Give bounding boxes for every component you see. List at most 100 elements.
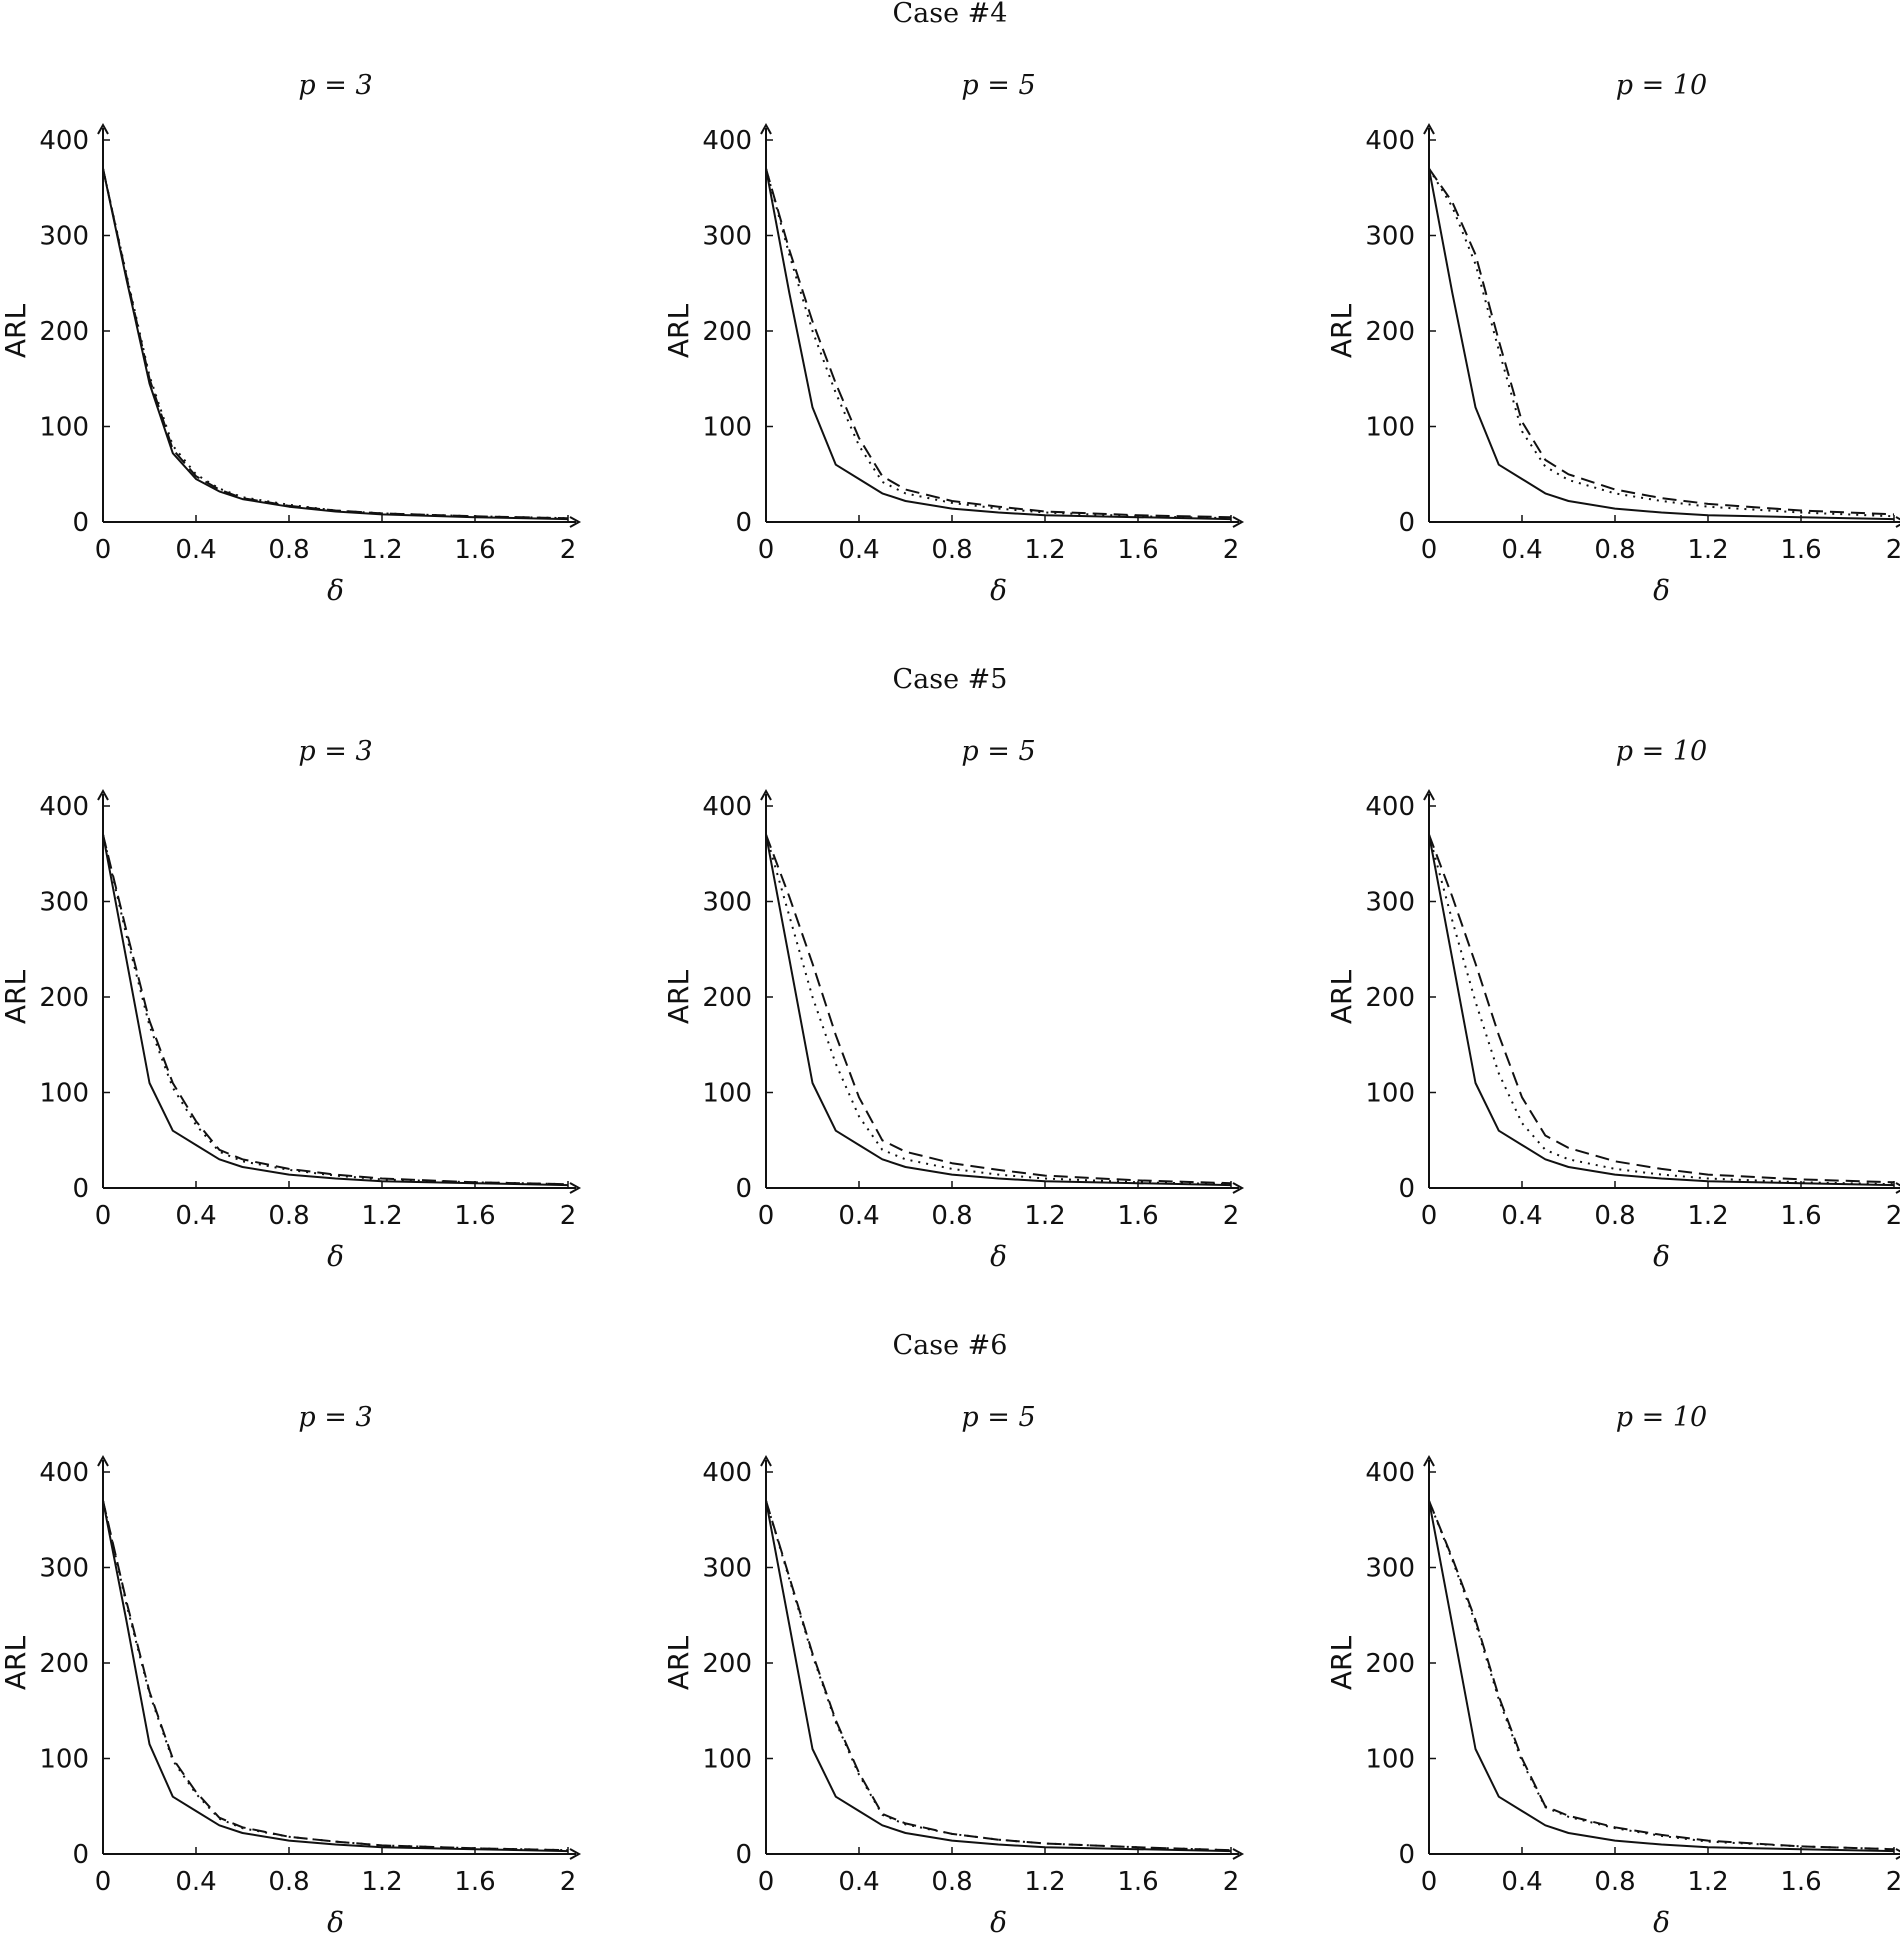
x-tick-label: 1.6 <box>1780 535 1821 565</box>
y-tick-label: 0 <box>1398 1840 1415 1870</box>
panel-title: p = 5 <box>961 1402 1035 1433</box>
y-tick-label: 300 <box>39 1554 89 1584</box>
chart-panel-case6-3: p = 10 0 0.4 0.8 1.2 1.6 2 0 100 200 300 400 δ ARL <box>1325 1402 1900 1933</box>
y-tick-label: 0 <box>735 1840 752 1870</box>
x-axis-arrow <box>1895 1182 1900 1194</box>
y-tick-label: 100 <box>702 1079 752 1109</box>
x-tick-label: 1.6 <box>1117 1867 1158 1897</box>
y-tick-label: 300 <box>1365 1554 1415 1584</box>
x-tick-label: 0.8 <box>931 1201 972 1231</box>
x-tick-label: 0.8 <box>931 535 972 565</box>
x-tick-label: 1.6 <box>1780 1867 1821 1897</box>
x-tick-label: 0 <box>95 1201 112 1231</box>
x-tick-label: 0.4 <box>838 1201 879 1231</box>
x-tick-label: 0.4 <box>175 1867 216 1897</box>
x-tick-label: 2 <box>1886 1867 1900 1897</box>
y-tick-label: 0 <box>72 1840 89 1870</box>
x-axis-label: δ <box>990 574 1007 607</box>
y-axis-arrow <box>760 122 772 135</box>
x-axis-label: δ <box>327 1240 344 1273</box>
x-tick-label: 0.4 <box>175 535 216 565</box>
panel-title: p = 5 <box>961 70 1035 101</box>
series-line-solid <box>1428 1500 1895 1853</box>
x-axis-arrow <box>569 516 582 528</box>
y-tick-label: 300 <box>39 888 89 918</box>
series-line-dashed <box>765 168 1232 519</box>
case-title-2: Case #5 <box>893 664 1008 695</box>
series-line-solid <box>1428 168 1895 521</box>
y-tick-label: 200 <box>39 317 89 347</box>
y-tick-label: 400 <box>39 792 89 822</box>
y-tick-label: 400 <box>39 1458 89 1488</box>
y-tick-label: 200 <box>1365 317 1415 347</box>
y-tick-label: 400 <box>1365 792 1415 822</box>
x-axis-label: δ <box>1653 574 1670 607</box>
y-tick-label: 400 <box>1365 126 1415 156</box>
y-axis-label: ARL <box>1325 1636 1358 1691</box>
x-axis-arrow <box>1232 516 1245 528</box>
panel-title: p = 10 <box>1616 736 1707 767</box>
case-title-3: Case #6 <box>893 1330 1008 1361</box>
x-tick-label: 0 <box>95 535 112 565</box>
x-axis-label: δ <box>1653 1906 1670 1933</box>
y-tick-label: 300 <box>1365 888 1415 918</box>
x-tick-label: 0.8 <box>1594 1201 1635 1231</box>
y-tick-label: 100 <box>39 413 89 443</box>
x-tick-label: 1.2 <box>1024 535 1065 565</box>
series-line-dashed <box>1428 1500 1895 1851</box>
x-axis-arrow <box>1895 516 1900 528</box>
x-axis-label: δ <box>990 1240 1007 1273</box>
x-tick-label: 1.2 <box>361 535 402 565</box>
y-tick-label: 100 <box>1365 1745 1415 1775</box>
x-tick-label: 0 <box>1421 535 1438 565</box>
y-tick-label: 400 <box>702 792 752 822</box>
panel-title: p = 10 <box>1616 1402 1707 1433</box>
y-tick-label: 100 <box>702 413 752 443</box>
y-tick-label: 300 <box>702 222 752 252</box>
y-axis-label: ARL <box>0 304 32 359</box>
x-tick-label: 1.2 <box>1687 1867 1728 1897</box>
series-line-dotted <box>1428 834 1895 1186</box>
series-line-dashed <box>1428 834 1895 1184</box>
x-axis-arrow <box>1895 1848 1900 1860</box>
x-tick-label: 0.4 <box>838 535 879 565</box>
y-axis-label: ARL <box>0 970 32 1025</box>
x-tick-label: 0.4 <box>1501 1867 1542 1897</box>
y-tick-label: 100 <box>1365 413 1415 443</box>
y-tick-label: 200 <box>39 983 89 1013</box>
y-tick-label: 300 <box>1365 222 1415 252</box>
y-axis-arrow <box>1423 122 1435 135</box>
x-tick-label: 1.2 <box>1024 1201 1065 1231</box>
y-axis-label: ARL <box>662 304 695 359</box>
x-tick-label: 2 <box>1223 535 1240 565</box>
x-tick-label: 2 <box>560 1867 577 1897</box>
x-tick-label: 1.2 <box>1687 535 1728 565</box>
y-tick-label: 400 <box>1365 1458 1415 1488</box>
x-axis-label: δ <box>990 1906 1007 1933</box>
y-axis-label: ARL <box>662 1636 695 1691</box>
y-tick-label: 0 <box>72 1174 89 1204</box>
y-tick-label: 0 <box>735 1174 752 1204</box>
x-tick-label: 0.8 <box>268 1867 309 1897</box>
y-tick-label: 300 <box>702 1554 752 1584</box>
series-line-dotted <box>1428 168 1895 518</box>
panel-title: p = 3 <box>298 1402 372 1433</box>
y-tick-label: 200 <box>702 317 752 347</box>
y-axis-arrow <box>760 1454 772 1467</box>
x-axis-arrow <box>1232 1848 1245 1860</box>
series-line-solid <box>1428 834 1895 1187</box>
x-tick-label: 0 <box>758 1867 775 1897</box>
series-line-dashed <box>102 168 569 520</box>
series-line-solid <box>102 1500 569 1853</box>
series-line-dashed <box>1428 168 1895 516</box>
y-tick-label: 400 <box>39 126 89 156</box>
chart-panel-case5-3: p = 10 0 0.4 0.8 1.2 1.6 2 0 100 200 300 400 δ ARL <box>1325 736 1900 1273</box>
x-axis-label: δ <box>327 574 344 607</box>
series-line-solid <box>102 834 569 1187</box>
series-line-dashed <box>102 1500 569 1852</box>
x-tick-label: 2 <box>1223 1867 1240 1897</box>
y-tick-label: 100 <box>39 1079 89 1109</box>
x-tick-label: 1.2 <box>361 1201 402 1231</box>
